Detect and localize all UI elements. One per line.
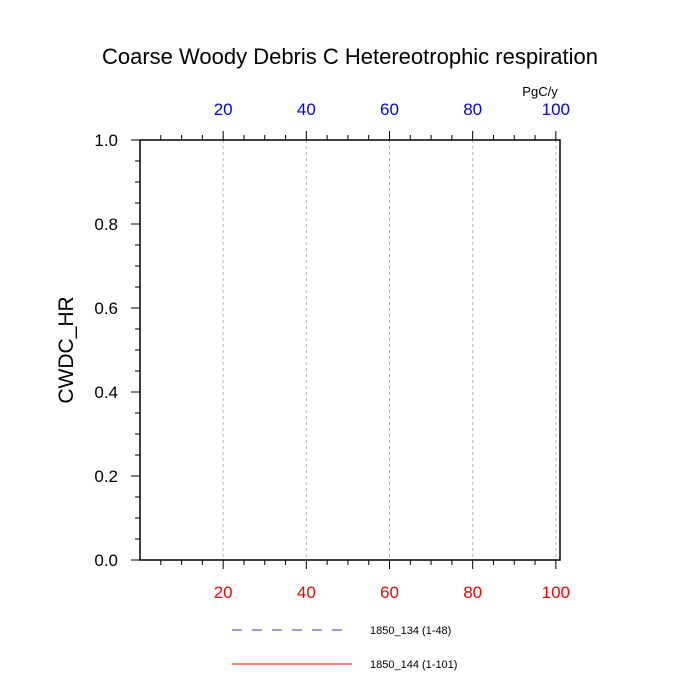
y-tick-label: 1.0 — [94, 131, 118, 150]
x-tick-label-bottom: 80 — [463, 583, 482, 602]
chart-title: Coarse Woody Debris C Hetereotrophic res… — [102, 44, 598, 69]
y-tick-label: 0.8 — [94, 215, 118, 234]
y-tick-label: 0.6 — [94, 299, 118, 318]
x-tick-label-top: 60 — [380, 100, 399, 119]
x-tick-label-top: 40 — [297, 100, 316, 119]
plot-frame — [139, 139, 561, 561]
x-tick-label-bottom: 20 — [214, 583, 233, 602]
y-tick-label: 0.4 — [94, 383, 118, 402]
legend-label-1: 1850_144 (1-101) — [370, 659, 457, 671]
x-tick-label-top: 20 — [214, 100, 233, 119]
x-tick-label-bottom: 40 — [297, 583, 316, 602]
x-tick-label-top: 100 — [542, 100, 570, 119]
axis-ticks — [131, 131, 557, 569]
x-tick-label-bottom: 60 — [380, 583, 399, 602]
gridlines — [222, 140, 557, 560]
x-tick-label-top: 80 — [463, 100, 482, 119]
x-tick-label-bottom: 100 — [542, 583, 570, 602]
legend-label-0: 1850_134 (1-48) — [370, 625, 451, 637]
units-label: PgC/y — [522, 84, 558, 99]
tick-labels: 20 20 40 40 60 60 80 80 100 100 0.0 0.2 0.4 0.6 0.8 1.0 — [94, 100, 570, 602]
legend: 1850_134 (1-48) 1850_144 (1-101) — [232, 625, 457, 671]
y-tick-label: 0.0 — [94, 551, 118, 570]
y-tick-label: 0.2 — [94, 467, 118, 486]
y-axis-label: CWDC_HR — [55, 296, 78, 403]
